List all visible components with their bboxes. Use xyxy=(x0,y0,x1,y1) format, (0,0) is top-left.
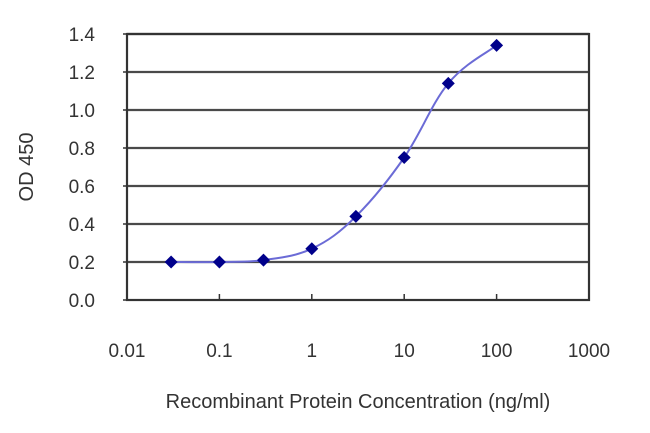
y-tick-label: 0.8 xyxy=(69,139,95,160)
data-series xyxy=(164,38,504,269)
x-tick-label: 0.01 xyxy=(109,341,146,362)
diamond-marker xyxy=(441,76,455,90)
diamond-marker xyxy=(349,209,363,223)
y-tick-label: 1.2 xyxy=(69,63,95,84)
gridlines xyxy=(127,32,589,264)
y-tick-label: 0.2 xyxy=(69,253,95,274)
x-tick-label: 10 xyxy=(394,341,415,362)
x-axis-title: Recombinant Protein Concentration (ng/ml… xyxy=(166,391,551,413)
diamond-marker xyxy=(164,255,178,269)
y-tick-label: 1.4 xyxy=(69,25,96,46)
plot-area-frame xyxy=(125,32,591,302)
x-tick-label: 0.1 xyxy=(206,341,232,362)
axes xyxy=(123,32,591,302)
x-axis-tick-labels: 0.01 0.1 1 10 100 1000 xyxy=(109,341,611,362)
y-axis-title: OD 450 xyxy=(16,133,38,202)
diamond-marker xyxy=(212,255,226,269)
diamond-marker xyxy=(305,242,319,256)
diamond-marker xyxy=(397,151,411,164)
y-tick-label: 1.0 xyxy=(69,101,95,122)
diamond-marker xyxy=(256,253,270,267)
y-tick-label: 0.6 xyxy=(69,177,95,198)
x-tick-label: 100 xyxy=(481,341,513,362)
y-axis-tick-labels: 0.0 0.2 0.4 0.6 0.8 1.0 1.2 1.4 xyxy=(69,25,96,312)
y-tick-label: 0.4 xyxy=(69,215,96,236)
series-line xyxy=(171,44,498,264)
x-tick-label: 1000 xyxy=(568,341,610,362)
diamond-marker xyxy=(490,38,504,52)
x-tick-label: 1 xyxy=(307,341,318,362)
y-tick-label: 0.0 xyxy=(69,291,95,312)
